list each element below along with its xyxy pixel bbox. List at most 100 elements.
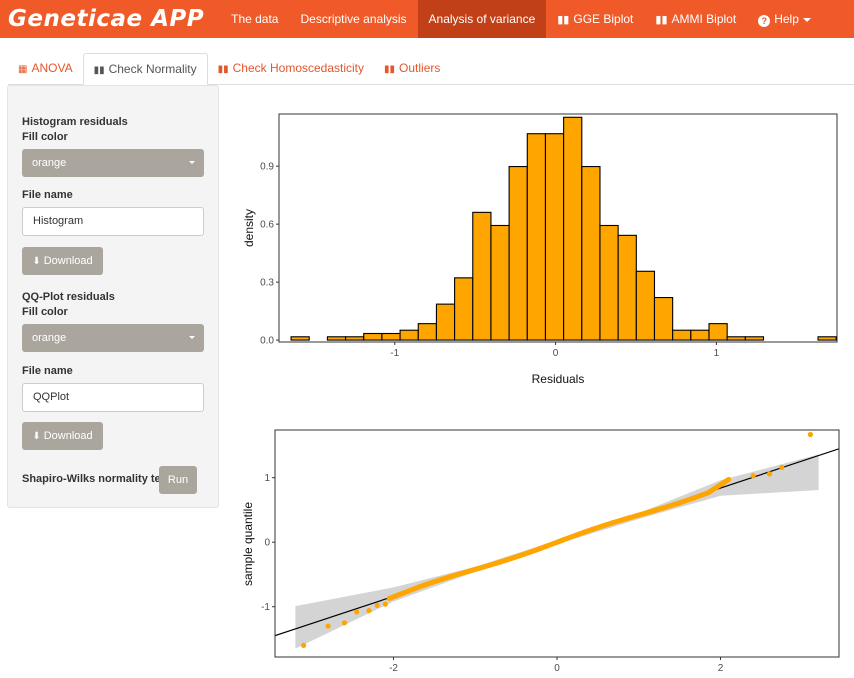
app-brand[interactable]: Geneticae APP	[8, 6, 205, 32]
histogram-bar	[326, 336, 347, 341]
histogram-bar	[454, 277, 474, 341]
bar-chart-icon: ▮▮	[217, 64, 229, 75]
histogram-fill-value: orange	[32, 157, 67, 169]
histogram-fill-select[interactable]: orange	[22, 149, 204, 177]
caret-down-icon	[189, 336, 195, 339]
histogram-file-input[interactable]: Histogram	[22, 207, 204, 236]
y-tick-label: 0.9	[260, 162, 274, 173]
qq-point	[301, 642, 307, 648]
histogram-bar	[435, 303, 456, 341]
histogram-y-label: density	[242, 209, 256, 247]
y-tick-label: 1	[264, 473, 270, 484]
nav-analysis-of-variance[interactable]: Analysis of variance	[417, 0, 547, 38]
histogram-bar	[526, 133, 547, 341]
qq-point	[366, 607, 372, 614]
qqplot-file-label: File name	[22, 365, 73, 377]
tab-check-normality[interactable]: ▮▮ Check Normality	[82, 53, 208, 85]
tab-outliers-label: Outliers	[399, 61, 441, 75]
qqplot-plot: -2 0 2 -1 0 1 sample quantile	[241, 429, 840, 674]
y-tick-label: -1	[261, 602, 270, 613]
histogram-bars	[290, 116, 837, 341]
tab-check-normality-label: Check Normality	[108, 62, 197, 76]
nav-help[interactable]: ? Help	[747, 0, 822, 38]
nav-gge-biplot[interactable]: ▮▮ GGE Biplot	[546, 0, 644, 38]
nav-help-label: Help	[774, 12, 799, 26]
qq-point	[382, 601, 388, 607]
x-tick-label: 0	[554, 663, 560, 674]
confidence-band	[295, 454, 819, 649]
y-tick-label: 0.6	[260, 220, 274, 231]
histogram-fill-label: Fill color	[22, 131, 68, 143]
caret-down-icon	[802, 17, 811, 22]
shapiro-label: Shapiro-Wilks normality test	[22, 473, 171, 485]
histogram-bar	[690, 329, 710, 341]
histogram-bar	[508, 166, 528, 341]
histogram-bar	[363, 332, 383, 341]
histogram-section-title: Histogram residuals	[22, 116, 128, 128]
qq-point	[726, 476, 732, 483]
analysis-tabs: ▦ ANOVA ▮▮ Check Normality ▮▮ Check Homosce…	[8, 53, 854, 85]
qq-point	[374, 602, 380, 609]
tab-anova[interactable]: ▦ ANOVA	[8, 53, 83, 85]
qq-point	[750, 473, 756, 479]
y-tick-label: 0.3	[260, 278, 274, 289]
question-circle-icon: ?	[758, 15, 771, 27]
tab-outliers[interactable]: ▮▮ Outliers	[374, 53, 450, 85]
histogram-bar	[544, 133, 565, 341]
histogram-bar	[708, 323, 728, 341]
histogram-download-label: Download	[43, 255, 93, 267]
histogram-bar	[617, 234, 637, 341]
qqplot-file-input[interactable]: QQPlot	[22, 383, 204, 412]
nav-descriptive-analysis[interactable]: Descriptive analysis	[300, 12, 407, 26]
qq-point	[354, 609, 360, 615]
histogram-bar	[817, 336, 837, 341]
qqplot-fill-value: orange	[32, 332, 67, 344]
histogram-x-ticks: -1 0 1	[390, 342, 720, 359]
run-shapiro-button[interactable]: Run	[159, 466, 197, 494]
histogram-bar	[472, 211, 492, 341]
table-icon: ▦	[18, 64, 28, 75]
y-tick-label: 0	[264, 538, 270, 549]
histogram-bar	[726, 336, 746, 341]
qq-points	[301, 431, 813, 648]
histogram-bar	[653, 297, 674, 341]
histogram-bar	[381, 332, 401, 341]
nav-the-data[interactable]: The data	[231, 12, 279, 26]
histogram-bar	[744, 336, 765, 341]
histogram-bar	[672, 329, 692, 341]
qq-point	[807, 431, 813, 438]
qqplot-x-ticks: -2 0 2	[389, 657, 724, 674]
histogram-bar	[581, 166, 601, 341]
navbar: Geneticae APP The data Descriptive analy…	[0, 0, 854, 38]
qq-point	[766, 471, 773, 477]
tab-check-homoscedasticity-label: Check Homoscedasticity	[232, 61, 365, 75]
histogram-bar	[290, 336, 310, 341]
qqplot-download-button[interactable]: ⬇ Download	[22, 422, 103, 450]
x-tick-label: 1	[714, 348, 720, 359]
nav-gge-biplot-label: GGE Biplot	[573, 12, 634, 26]
nav-ammi-biplot[interactable]: ▮▮ AMMI Biplot	[644, 0, 747, 38]
tab-anova-label: ANOVA	[31, 61, 73, 75]
qqplot-section-title: QQ-Plot residuals	[22, 291, 115, 303]
bar-chart-icon: ▮▮	[655, 14, 668, 26]
histogram-bar	[490, 224, 510, 341]
histogram-download-button[interactable]: ⬇ Download	[22, 247, 103, 275]
histogram-bar	[635, 270, 656, 341]
qq-point	[341, 620, 348, 626]
x-tick-label: 0	[553, 348, 559, 359]
histogram-bar	[345, 336, 365, 341]
bar-chart-icon: ▮▮	[384, 64, 396, 75]
qq-point	[779, 464, 785, 471]
histogram-y-ticks: 0.0 0.3 0.6 0.9	[260, 162, 279, 347]
qqplot-fill-label: Fill color	[22, 306, 68, 318]
histogram-bar	[599, 224, 619, 341]
x-tick-label: -2	[389, 663, 398, 674]
download-icon: ⬇	[32, 431, 41, 442]
histogram-bar	[417, 323, 437, 341]
y-tick-label: 0.0	[260, 336, 274, 347]
qqplot-fill-select[interactable]: orange	[22, 324, 204, 352]
histogram-file-label: File name	[22, 189, 73, 201]
qqplot-download-label: Download	[43, 430, 93, 442]
x-tick-label: 2	[718, 663, 724, 674]
tab-check-homoscedasticity[interactable]: ▮▮ Check Homoscedasticity	[208, 53, 374, 85]
